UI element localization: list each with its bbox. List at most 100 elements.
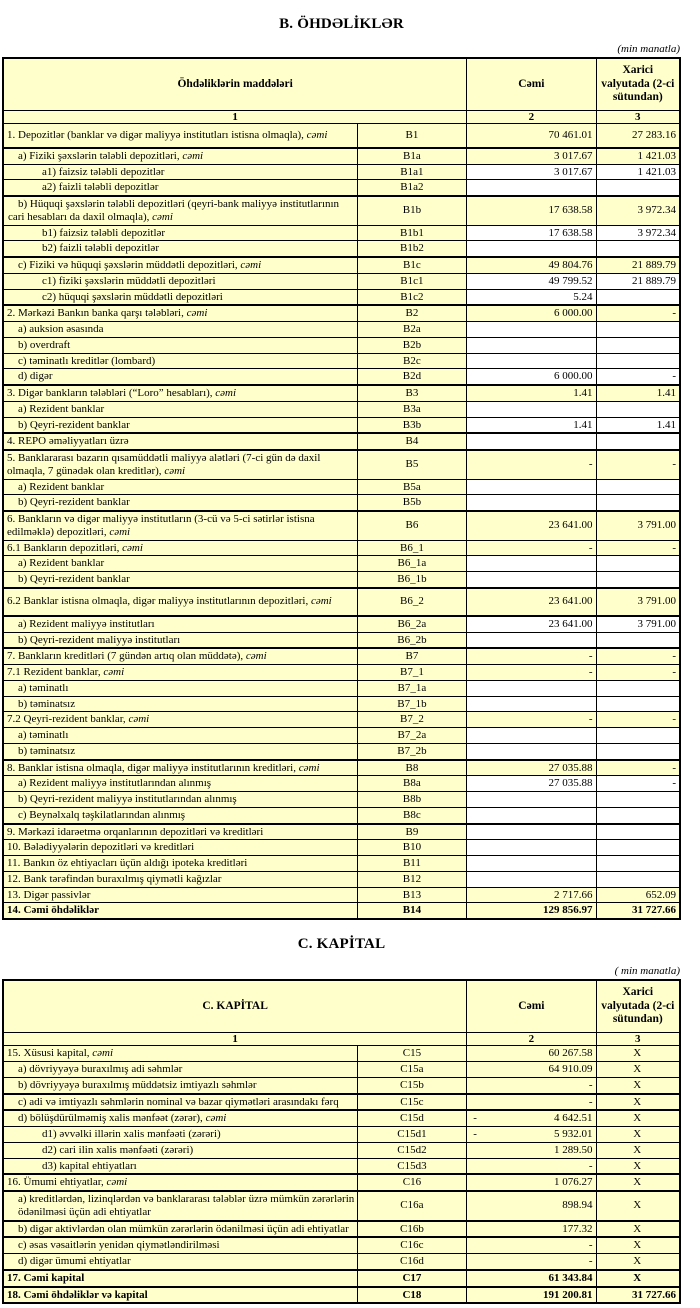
row-label-cell: 1. Depozitlər (banklar və digər maliyyə … xyxy=(2,123,358,149)
row-total-cell xyxy=(466,240,597,258)
row-fx-cell: X xyxy=(595,1268,681,1287)
row-total-cell xyxy=(466,870,597,888)
table-row-C16a: a) kreditlərdən, lizinqlərdən və banklar… xyxy=(2,1190,681,1221)
col-number-2: 2 xyxy=(466,109,597,125)
row-total-cell: - xyxy=(466,711,597,728)
row-label-cell: 3. Digər bankların tələbləri (“Loro” hes… xyxy=(2,383,358,402)
row-code-cell: B11 xyxy=(356,855,468,872)
row-code-cell: B7_2a xyxy=(356,727,468,744)
table-row-C15c: c) adi və imtiyazlı səhmlərin nominal və… xyxy=(2,1092,681,1111)
row-label-cell: 12. Bank tərəfindən buraxılmış qiymətli … xyxy=(2,870,358,888)
table-row-B6_1: 6.1 Bankların depozitləri, cəmi B6_1- - xyxy=(2,539,681,557)
row-total-cell: 70 461.01 xyxy=(466,123,597,149)
row-total-cell: 1 076.27 xyxy=(466,1173,597,1192)
table-row-B5b: b) Qeyri-rezident banklar B5b xyxy=(2,494,681,512)
row-total-cell: 17 638.58 xyxy=(466,195,597,226)
row-code-cell: B8c xyxy=(356,806,468,825)
row-label-cell: d) digər ümumi ehtiyatlar xyxy=(2,1252,358,1271)
liabilities-colnum-row: 1 2 3 xyxy=(2,109,681,125)
row-fx-cell xyxy=(595,400,681,418)
row-code-cell: B2d xyxy=(356,368,468,386)
row-label-cell: b2) faizli tələbli depozitlər xyxy=(2,240,358,258)
row-label-cell: 15. Xüsusi kapital, cəmi xyxy=(2,1045,358,1062)
row-fx-cell: 1 421.03 xyxy=(595,163,681,181)
row-label-cell: c) Fiziki və hüquqi şəxslərin müddətli d… xyxy=(2,255,358,274)
negative-sign: - xyxy=(473,1128,477,1140)
row-code-cell: C15d1 xyxy=(356,1126,468,1143)
row-fx-cell xyxy=(595,679,681,697)
row-code-cell: B7_2b xyxy=(356,742,468,761)
table-row-B1b2: b2) faizli tələbli depozitlər B1b2 xyxy=(2,240,681,258)
row-fx-cell xyxy=(595,631,681,649)
row-code-cell: B1a1 xyxy=(356,163,468,181)
row-total-cell: 5.24 xyxy=(466,288,597,306)
table-row-B2a: a) auksion əsasında B2a xyxy=(2,321,681,338)
row-code-cell: B5a xyxy=(356,478,468,496)
row-code-cell: B6_1b xyxy=(356,570,468,589)
table-row-B8a: a) Rezident maliyyə institutlarından alı… xyxy=(2,775,681,792)
row-fx-cell: X xyxy=(595,1219,681,1238)
col-header-total: Cəmi xyxy=(466,979,597,1033)
table-row-B3b: b) Qeyri-rezident banklar B3b 1.41 1.41 xyxy=(2,416,681,434)
row-total-cell xyxy=(466,839,597,856)
row-total-cell xyxy=(466,570,597,589)
table-row-B6_2: 6.2 Banklar istisna olmaqla, digər maliy… xyxy=(2,586,681,617)
table-row-B7_2b: b) təminatsız B7_2b xyxy=(2,742,681,761)
row-fx-cell: - xyxy=(595,539,681,557)
row-code-cell: B3b xyxy=(356,416,468,434)
row-fx-cell: 31 727.66 xyxy=(595,902,681,920)
row-label-cell: 13. Digər passivlər xyxy=(2,886,358,904)
label-italic-suffix: cəmi xyxy=(92,1047,114,1060)
row-fx-cell: 3 791.00 xyxy=(595,510,681,541)
row-label-cell: b) Hüquqi şəxslərin tələbli depozitləri … xyxy=(2,195,358,226)
row-fx-cell: 652.09 xyxy=(595,886,681,904)
row-fx-cell: X xyxy=(595,1157,681,1175)
row-code-cell: B7 xyxy=(356,647,468,666)
table-row-C15b: b) dövriyyəyə buraxılmış müddətsiz imtiy… xyxy=(2,1076,681,1095)
table-row-B1c2: c2) hüquqi şəxslərin müddətli depozitlər… xyxy=(2,288,681,306)
row-label-cell: 8. Banklar istisna olmaqla, digər maliyy… xyxy=(2,758,358,777)
row-fx-cell: X xyxy=(595,1109,681,1128)
table-row-B1a2: a2) faizli tələbli depozitlər B1a2 xyxy=(2,179,681,197)
row-code-cell: C16b xyxy=(356,1219,468,1238)
row-code-cell: B7_1 xyxy=(356,664,468,681)
table-row-B7_1: 7.1 Rezident banklar, cəmi B7_1- - xyxy=(2,664,681,681)
row-fx-cell xyxy=(595,822,681,841)
row-fx-cell xyxy=(595,695,681,713)
label-italic-suffix: cəmi xyxy=(182,149,204,162)
row-fx-cell: 1.41 xyxy=(595,416,681,434)
table-row-C15d1: d1) əvvəlki illərin xalis mənfəəti (zərə… xyxy=(2,1126,681,1143)
row-label-cell: 7. Bankların kreditləri (7 gündən artıq … xyxy=(2,647,358,666)
row-label-cell: c) Beynəlxalq təşkilatlarından alınmış xyxy=(2,806,358,825)
row-fx-cell xyxy=(595,432,681,451)
liabilities-header-row: Öhdəliklərin maddələri Cəmi Xarici valyu… xyxy=(2,57,681,111)
row-code-cell: C15 xyxy=(356,1045,468,1062)
row-label-cell: c2) hüquqi şəxslərin müddətli depozitlər… xyxy=(2,288,358,306)
row-label-cell: a) təminatlı xyxy=(2,679,358,697)
col-number-1: 1 xyxy=(2,1031,468,1047)
col-header-fx: Xarici valyutada (2-ci sütundan) xyxy=(595,979,681,1033)
capital-table: C. KAPİTAL Cəmi Xarici valyutada (2-ci s… xyxy=(2,979,681,1305)
row-fx-cell: X xyxy=(595,1126,681,1143)
row-code-cell: C15d xyxy=(356,1109,468,1128)
row-label-cell: b) Qeyri-rezident banklar xyxy=(2,416,358,434)
row-fx-cell xyxy=(595,478,681,496)
row-total-cell xyxy=(466,727,597,744)
row-total-cell: 64 910.09 xyxy=(466,1061,597,1078)
row-total-cell: 177.32 xyxy=(466,1219,597,1238)
col-header-items: Öhdəliklərin maddələri xyxy=(2,57,468,111)
row-label-cell: 5. Banklararası bazarın qısamüddətli mal… xyxy=(2,449,358,480)
table-row-B1a: a) Fiziki şəxslərin tələbli depozitləri,… xyxy=(2,146,681,165)
row-label-cell: b1) faizsiz tələbli depozitlər xyxy=(2,224,358,242)
row-label-cell: b) təminatsız xyxy=(2,742,358,761)
row-fx-cell: 3 972.34 xyxy=(595,224,681,242)
row-fx-cell: X xyxy=(595,1045,681,1062)
row-fx-cell: 3 972.34 xyxy=(595,195,681,226)
row-fx-cell xyxy=(595,494,681,512)
row-fx-cell xyxy=(595,336,681,354)
row-fx-cell xyxy=(595,855,681,872)
table-row-C15a: a) dövriyyəyə buraxılmış adi səhmlər C15a… xyxy=(2,1061,681,1078)
row-label-cell: d) bölüşdürülməmiş xalis mənfəət (zərər)… xyxy=(2,1109,358,1128)
row-code-cell: B6_2 xyxy=(356,586,468,617)
